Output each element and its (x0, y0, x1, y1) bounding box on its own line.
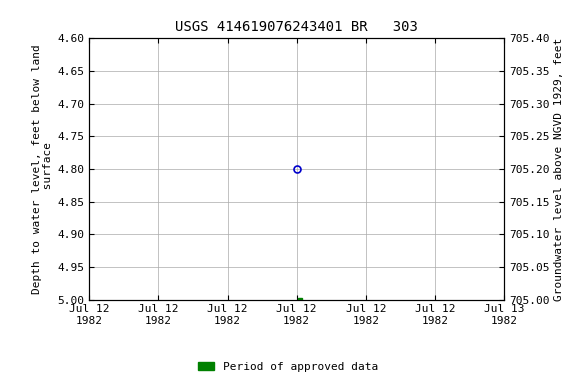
Y-axis label: Groundwater level above NGVD 1929, feet: Groundwater level above NGVD 1929, feet (554, 37, 563, 301)
Legend: Period of approved data: Period of approved data (193, 358, 383, 377)
Title: USGS 414619076243401 BR   303: USGS 414619076243401 BR 303 (175, 20, 418, 35)
Y-axis label: Depth to water level, feet below land
 surface: Depth to water level, feet below land su… (32, 44, 53, 294)
